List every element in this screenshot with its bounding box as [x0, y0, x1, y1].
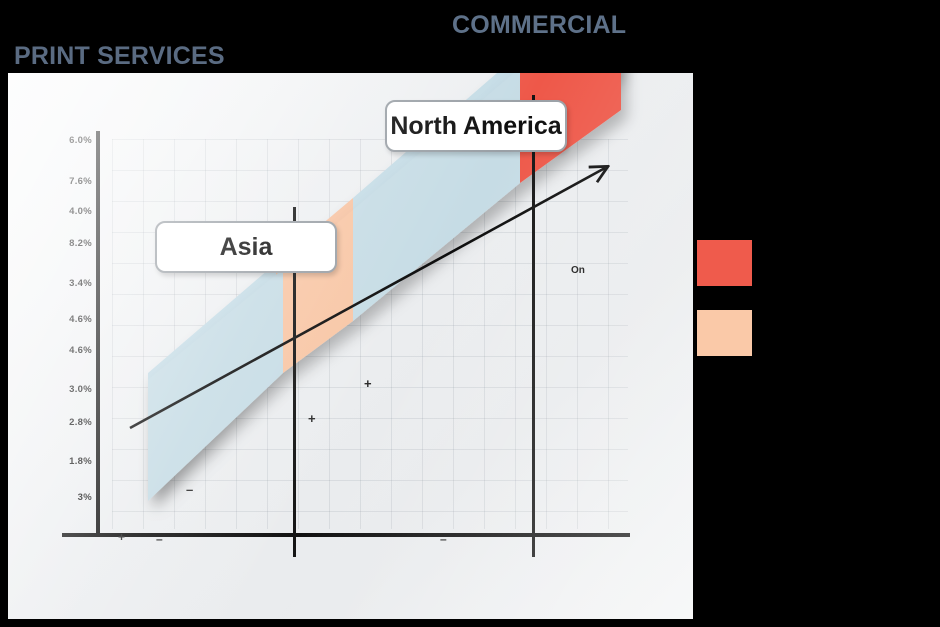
legend [697, 240, 817, 380]
y-tick-label: 1.8% [69, 456, 92, 467]
y-tick-label: 2.8% [69, 417, 92, 428]
sign-marker-d: + [118, 530, 126, 544]
callout-asia-label: Asia [219, 232, 273, 261]
callout-north-america[interactable]: North America [385, 100, 567, 152]
y-tick-label: 8.2% [69, 238, 92, 249]
sign-marker-e: – [156, 532, 163, 546]
sign-marker-f: – [440, 532, 447, 546]
north-america-swatch [697, 240, 752, 286]
y-tick-label: 6.0% [69, 135, 92, 146]
sign-marker-c: + [364, 376, 372, 391]
chart-band-strip [148, 73, 621, 501]
y-tick-label: 3.0% [69, 384, 92, 395]
y-tick-label: 3.4% [69, 278, 92, 289]
chart-panel: 6.0% 7.6% 4.0% 8.2% 3.4% 4.6% 4.6% 3.0% 2.8% 1.8%… [8, 73, 693, 619]
sign-marker-b: + [308, 411, 316, 426]
title-commercial: COMMERCIAL [452, 11, 627, 39]
y-tick-label: 7.6% [69, 176, 92, 187]
x-axis [62, 533, 630, 537]
y-axis-labels: 6.0% 7.6% 4.0% 8.2% 3.4% 4.6% 4.6% 3.0% 2.8% 1.8%… [16, 73, 92, 619]
callout-north-america-label: North America [390, 111, 562, 140]
callout-asia[interactable]: Asia [155, 221, 337, 273]
divider-right [532, 95, 535, 557]
legend-row [697, 240, 817, 286]
strip-blue-left [148, 269, 283, 501]
sign-marker-a: – [186, 482, 194, 497]
y-tick-label: 3% [77, 492, 92, 503]
y-tick-label: 4.6% [69, 314, 92, 325]
title-print-services: PRINT SERVICES [14, 42, 225, 70]
legend-row [697, 310, 817, 356]
y-axis [96, 131, 100, 536]
y-tick-label: 4.6% [69, 345, 92, 356]
on-note: On [571, 265, 585, 276]
y-tick-label: 4.0% [69, 206, 92, 217]
asia-swatch [697, 310, 752, 356]
